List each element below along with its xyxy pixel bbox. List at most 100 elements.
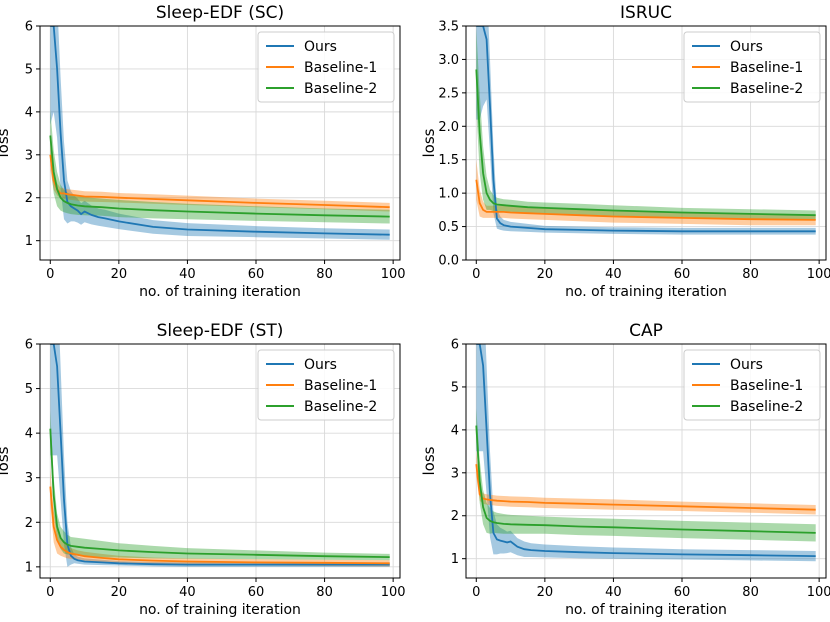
legend-ours-label: Ours bbox=[304, 39, 337, 55]
line-baseline-1 bbox=[49, 486, 390, 565]
legend-baseline-2-label: Baseline-2 bbox=[730, 81, 803, 97]
y-tick-label: 0.5 bbox=[438, 220, 459, 235]
y-tick-label: 4 bbox=[451, 423, 459, 438]
y-tick-label: 3 bbox=[451, 466, 459, 481]
legend-baseline-1-label: Baseline-1 bbox=[304, 60, 377, 76]
line-baseline-2 bbox=[475, 425, 816, 534]
y-tick-label: 4 bbox=[25, 105, 33, 120]
legend-ours-label: Ours bbox=[304, 357, 337, 373]
plot-area bbox=[475, 344, 816, 562]
band-ours bbox=[476, 344, 816, 562]
y-tick-label: 2 bbox=[25, 516, 33, 531]
x-tick-label: 80 bbox=[316, 585, 333, 600]
x-axis-label: no. of training iteration bbox=[565, 602, 727, 618]
y-tick-label: 1.0 bbox=[438, 187, 459, 202]
x-tick-label: 80 bbox=[742, 585, 759, 600]
y-tick-label: 3.0 bbox=[438, 53, 459, 68]
legend-ours-label: Ours bbox=[730, 39, 763, 55]
band-baseline-2 bbox=[476, 408, 816, 542]
y-tick-label: 6 bbox=[451, 338, 459, 353]
line-baseline-1 bbox=[475, 464, 816, 511]
x-tick-label: 60 bbox=[674, 585, 691, 600]
y-tick-label: 2.5 bbox=[438, 86, 459, 101]
line-ours bbox=[476, 344, 816, 557]
x-tick-label: 60 bbox=[674, 267, 691, 282]
legend-ours-label: Ours bbox=[730, 357, 763, 373]
y-axis-label: loss bbox=[420, 128, 438, 157]
y-tick-label: 0.0 bbox=[438, 254, 459, 269]
x-tick-label: 40 bbox=[605, 267, 622, 282]
x-tick-label: 40 bbox=[179, 267, 196, 282]
axes-frame bbox=[39, 343, 401, 579]
legend-baseline-1-label: Baseline-1 bbox=[730, 60, 803, 76]
legend: Ours Baseline-1 Baseline-2 bbox=[683, 349, 821, 421]
band-baseline-2 bbox=[476, 29, 816, 220]
x-tick-label: 0 bbox=[46, 267, 54, 282]
chart-title: CAP bbox=[629, 321, 663, 341]
legend-baseline-2-label: Baseline-2 bbox=[304, 399, 377, 415]
y-axis-label: loss bbox=[420, 446, 438, 475]
legend-baseline-1-label: Baseline-1 bbox=[730, 378, 803, 394]
y-tick-label: 5 bbox=[451, 380, 459, 395]
y-tick-label: 1 bbox=[25, 560, 33, 575]
x-tick-label: 80 bbox=[742, 267, 759, 282]
x-tick-label: 0 bbox=[472, 267, 480, 282]
x-axis-label: no. of training iteration bbox=[565, 284, 727, 300]
legend: Ours Baseline-1 Baseline-2 bbox=[683, 31, 821, 103]
y-axis-label: loss bbox=[0, 128, 12, 157]
x-tick-label: 0 bbox=[472, 585, 480, 600]
legend-box bbox=[257, 31, 395, 103]
band-baseline-1 bbox=[50, 139, 390, 212]
x-axis-label: no. of training iteration bbox=[139, 284, 301, 300]
line-ours bbox=[50, 26, 390, 236]
x-tick-label: 100 bbox=[807, 267, 830, 282]
x-tick-label: 20 bbox=[537, 585, 554, 600]
y-tick-label: 2 bbox=[25, 191, 33, 206]
chart-panel-2: 0 20 40 60 80 100 0.0 0.5 1.0 1.5 2.0 2.5 3.0 3.5 ISRU… bbox=[420, 3, 830, 300]
x-tick-label: 100 bbox=[381, 267, 406, 282]
y-axis-label: loss bbox=[0, 446, 12, 475]
y-tick-label: 5 bbox=[25, 62, 33, 77]
y-tick-label: 5 bbox=[25, 382, 33, 397]
line-ours bbox=[50, 344, 390, 566]
band-baseline-1 bbox=[476, 451, 816, 515]
legend-box bbox=[257, 349, 395, 421]
x-axis-label: no. of training iteration bbox=[139, 602, 301, 618]
x-tick-label: 20 bbox=[111, 585, 128, 600]
legend-baseline-2-label: Baseline-2 bbox=[304, 81, 377, 97]
chart-panel-1: 0 20 40 60 80 100 1 2 3 4 5 6 Sleep-EDF (SC) no. of t… bbox=[0, 3, 406, 300]
plot-area bbox=[49, 344, 390, 567]
axes-frame bbox=[39, 25, 401, 261]
x-tick-label: 100 bbox=[381, 585, 406, 600]
legend-baseline-1-label: Baseline-1 bbox=[304, 378, 377, 394]
band-baseline-2 bbox=[50, 410, 390, 561]
y-tick-label: 6 bbox=[25, 20, 33, 35]
legend-box bbox=[683, 349, 821, 421]
y-tick-label: 2 bbox=[451, 509, 459, 524]
x-tick-label: 80 bbox=[316, 267, 333, 282]
legend: Ours Baseline-1 Baseline-2 bbox=[257, 349, 395, 421]
y-tick-label: 3.5 bbox=[438, 20, 459, 35]
chart-panel-4: 0 20 40 60 80 100 1 2 3 4 5 6 CAP no. of training ite… bbox=[420, 321, 830, 618]
y-tick-label: 1 bbox=[25, 234, 33, 249]
x-tick-label: 60 bbox=[248, 585, 265, 600]
line-ours bbox=[476, 26, 816, 233]
plot-area bbox=[475, 26, 816, 235]
y-tick-label: 3 bbox=[25, 471, 33, 486]
axes-frame bbox=[465, 25, 827, 261]
y-tick-label: 6 bbox=[25, 338, 33, 353]
chart-title: Sleep-EDF (SC) bbox=[156, 3, 284, 23]
plot-area bbox=[49, 26, 390, 240]
x-tick-label: 40 bbox=[179, 585, 196, 600]
x-tick-label: 60 bbox=[248, 267, 265, 282]
y-tick-label: 3 bbox=[25, 148, 33, 163]
x-tick-label: 40 bbox=[605, 585, 622, 600]
y-tick-label: 1.5 bbox=[438, 153, 459, 168]
legend-box bbox=[683, 31, 821, 103]
chart-title: Sleep-EDF (ST) bbox=[157, 321, 284, 341]
band-ours bbox=[50, 26, 390, 240]
chart-title: ISRUC bbox=[620, 3, 672, 23]
line-baseline-2 bbox=[475, 69, 816, 217]
x-tick-label: 0 bbox=[46, 585, 54, 600]
